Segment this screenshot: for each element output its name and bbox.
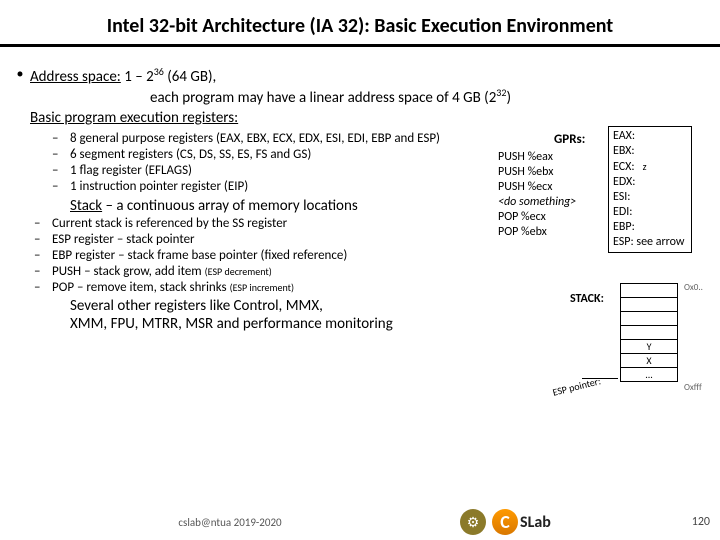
content-area: • Address space: 1 – 236 (64 GB), each p… — [0, 47, 720, 333]
push-list: PUSH %eax PUSH %ebx PUSH %ecx <do someth… — [498, 150, 576, 240]
oxfff-label: Oxfff — [684, 382, 702, 393]
esp-arrow — [582, 378, 618, 380]
gprs-label: GPRs: — [554, 132, 585, 147]
other-regs: Several other registers like Control, MM… — [10, 297, 710, 333]
stack-heading: Stack – a continuous array of memory loc… — [10, 197, 710, 215]
gprs-box: EAX: EBX: ECX:z EDX: ESI: EDI: EBP: ESP:… — [608, 126, 692, 253]
addr-line3: Basic program execution registers: — [10, 109, 710, 127]
page-number: 120 — [670, 515, 720, 529]
addr-line2: each program may have a linear address s… — [10, 86, 710, 107]
main-bullet: • Address space: 1 – 236 (64 GB), — [10, 65, 710, 86]
footer-logos: ⚙ C SLab — [460, 509, 670, 535]
university-logo-icon: ⚙ — [460, 509, 486, 535]
stack-box: Y X ... — [620, 284, 678, 382]
cslab-c-icon: C — [492, 509, 518, 535]
stack-list: –Current stack is referenced by the SS r… — [10, 216, 710, 295]
bullet-icon: • — [10, 65, 30, 82]
slide-title: Intel 32-bit Architecture (IA 32): Basic… — [0, 0, 720, 44]
cslab-logo: C SLab — [492, 509, 551, 535]
footer: cslab@ntua 2019-2020 ⚙ C SLab 120 — [0, 504, 720, 540]
oxo-label: Ox0.. — [684, 282, 703, 293]
reg-list: –8 general purpose registers (EAX, EBX, … — [10, 131, 710, 194]
stack-label: STACK: — [570, 292, 604, 306]
addr-line1: Address space: 1 – 236 (64 GB), — [30, 65, 216, 86]
footer-text: cslab@ntua 2019-2020 — [0, 516, 460, 529]
